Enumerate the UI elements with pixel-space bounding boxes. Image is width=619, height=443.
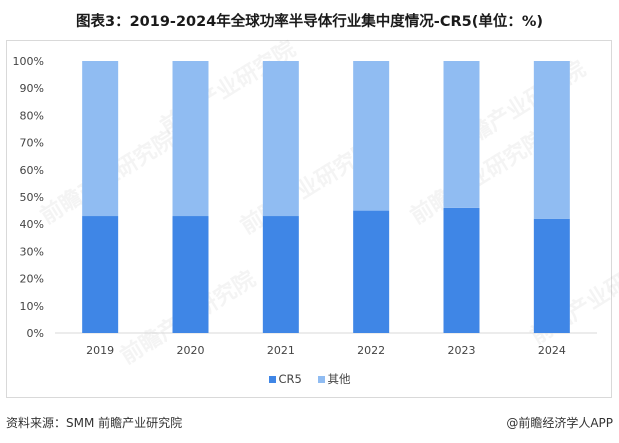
bar-cr5: [82, 216, 119, 333]
bar-cr5: [172, 216, 209, 333]
chart-frame: [6, 40, 612, 398]
bar-others: [262, 61, 299, 217]
bar-cr5: [533, 218, 570, 333]
y-tick-label: 90%: [20, 82, 44, 95]
chart-title: 图表3：2019-2024年全球功率半导体行业集中度情况-CR5(单位：%): [75, 14, 543, 30]
y-tick-label: 60%: [20, 164, 44, 177]
bar-cr5: [353, 210, 390, 333]
bar-others: [172, 61, 209, 217]
x-tick-label: 2019: [86, 344, 114, 357]
x-tick-label: 2020: [177, 344, 205, 357]
x-tick-label: 2022: [357, 344, 385, 357]
y-tick-label: 40%: [20, 218, 44, 231]
y-tick-label: 100%: [13, 55, 44, 68]
bar-others: [443, 61, 480, 208]
y-tick-label: 50%: [20, 191, 44, 204]
brand-credit: @前瞻经济学人APP: [506, 415, 613, 430]
legend-item-cr5: CR5: [268, 372, 302, 386]
y-tick-label: 80%: [20, 109, 44, 122]
legend-swatch-cr5: [268, 375, 276, 383]
bar-cr5: [443, 207, 480, 333]
y-tick-label: 70%: [20, 137, 44, 150]
y-tick-label: 20%: [20, 273, 44, 286]
legend: CR5 其他: [0, 371, 619, 387]
y-tick-label: 30%: [20, 245, 44, 258]
x-tick-label: 2023: [448, 344, 476, 357]
x-tick-label: 2024: [538, 344, 566, 357]
y-tick-label: 0%: [27, 327, 44, 340]
source-note: 资料来源：SMM 前瞻产业研究院: [6, 415, 183, 430]
bar-others: [353, 61, 390, 211]
bar-others: [533, 61, 570, 219]
x-tick-label: 2021: [267, 344, 295, 357]
legend-label-others: 其他: [327, 372, 351, 386]
legend-item-others: 其他: [317, 371, 351, 387]
y-tick-label: 10%: [20, 300, 44, 313]
legend-swatch-others: [317, 375, 325, 383]
bar-others: [82, 61, 119, 217]
bar-cr5: [262, 216, 299, 333]
footer: 资料来源：SMM 前瞻产业研究院 @前瞻经济学人APP: [6, 412, 613, 432]
legend-label-cr5: CR5: [278, 372, 302, 386]
